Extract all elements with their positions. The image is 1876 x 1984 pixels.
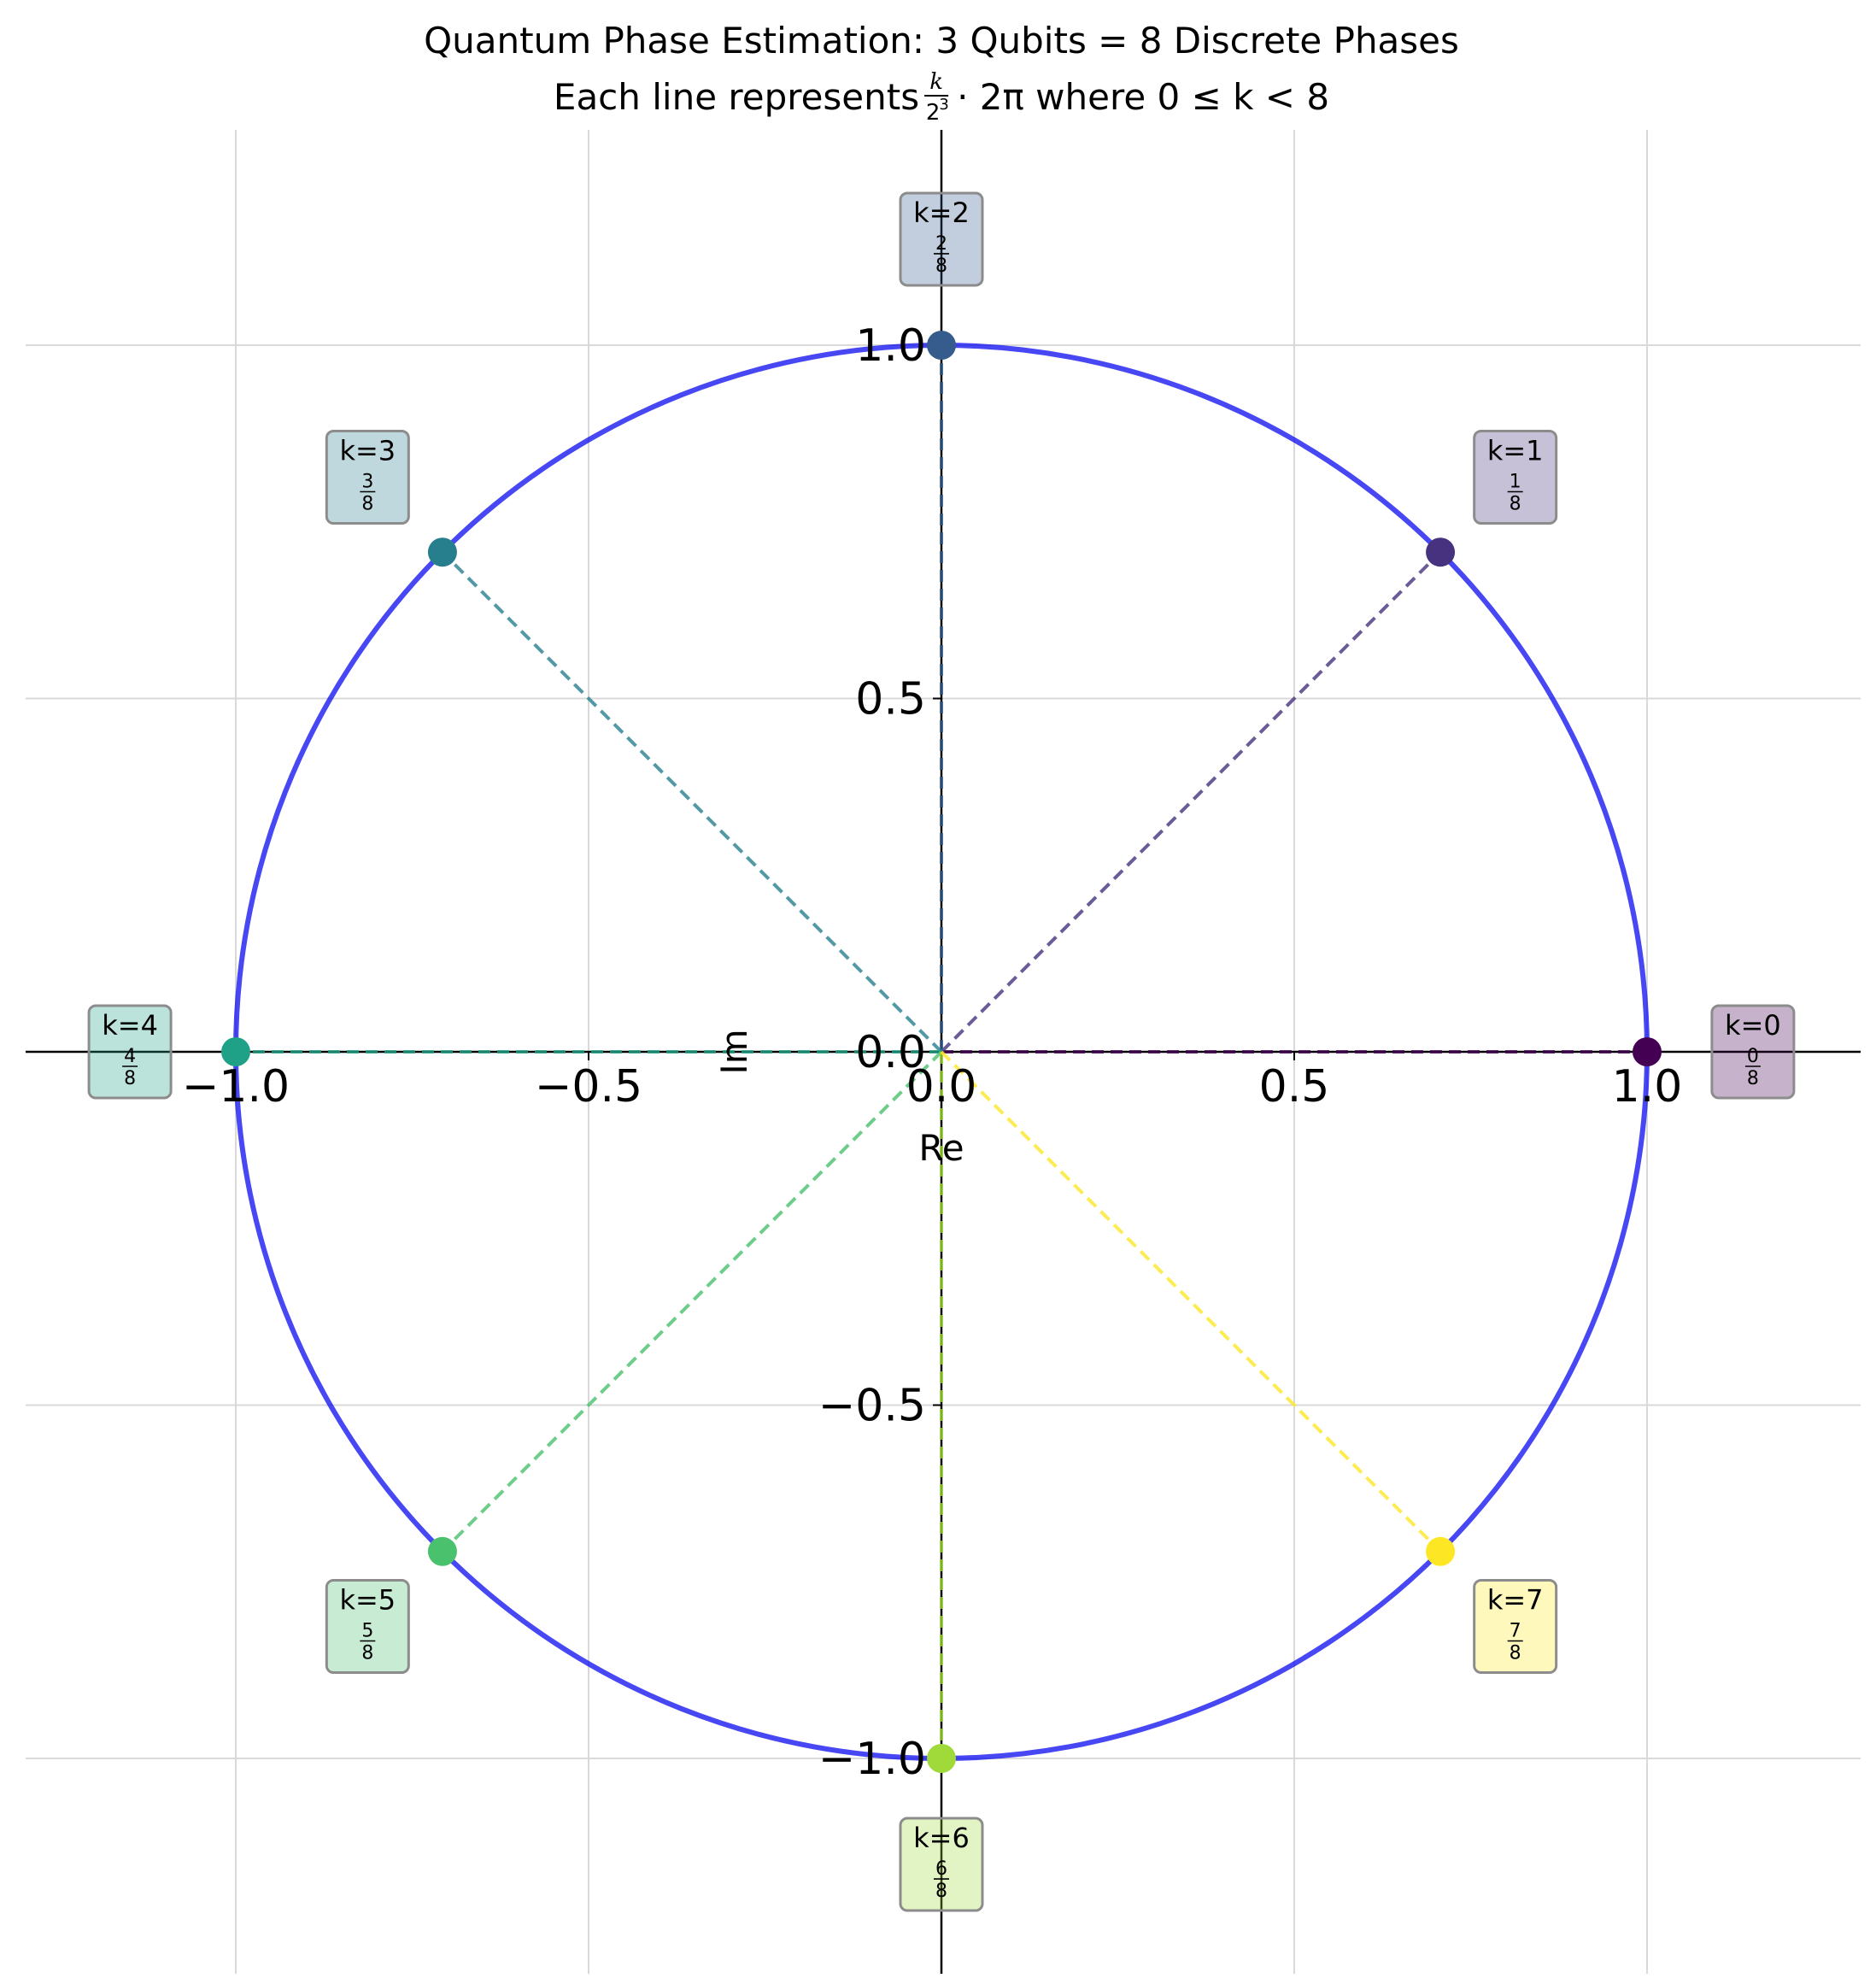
subtitle-fraction: k 2 3 · 2π where 0 ≤ k < 8: [924, 69, 1329, 126]
phase-label-den-k7: 8: [1510, 1642, 1521, 1664]
phase-line-k5: [441, 1050, 943, 1553]
subtitle-frac-numerator: k: [929, 69, 943, 95]
phase-label-k7: k=7 78: [1473, 1578, 1558, 1674]
phase-label-den-k2: 8: [935, 255, 947, 277]
phase-label-k1: k=1 18: [1473, 430, 1558, 525]
y-axis-label: Im: [713, 1029, 755, 1074]
subtitle-frac-denominator: 2: [926, 100, 941, 126]
y-tick-label-2: 0.0: [855, 1027, 926, 1078]
phase-label-k-text-k4: k=4: [102, 1009, 158, 1042]
phase-label-num-k3: 3: [361, 472, 373, 493]
phase-point-k6: [927, 1744, 956, 1773]
x-tick-label-4: 1.0: [1612, 1061, 1683, 1112]
phase-label-den-k6: 8: [935, 1881, 947, 1902]
phase-label-den-k3: 8: [361, 494, 373, 515]
phase-label-num-k6: 6: [935, 1858, 947, 1880]
x-tick-label-1: −0.5: [535, 1061, 642, 1112]
phase-point-k3: [427, 537, 457, 567]
y-tick-label-3: 0.5: [855, 674, 926, 725]
phase-label-k-text-k6: k=6: [913, 1822, 970, 1854]
y-tick-label-4: 1.0: [855, 320, 926, 372]
phase-label-box-k3: [325, 430, 410, 525]
phase-point-k7: [1426, 1536, 1456, 1566]
phase-line-k1: [940, 550, 1442, 1054]
phase-label-k2: k=2 28: [899, 191, 984, 287]
phase-label-box-k5: [325, 1578, 410, 1674]
phase-label-k3: k=3 38: [325, 430, 410, 525]
phase-point-k4: [221, 1037, 250, 1066]
phase-label-k-text-k3: k=3: [339, 435, 396, 467]
phase-point-k0: [1633, 1037, 1662, 1066]
x-tick-label-3: 0.5: [1259, 1061, 1330, 1112]
phase-label-box-k4: [87, 1004, 173, 1100]
tick-labels: −1.0 −0.5 0.0 0.5 1.0 −1.0 −0.5 0.0 0.5 1.0: [182, 320, 1682, 1785]
phase-label-num-k4: 4: [124, 1046, 136, 1067]
phase-label-k-text-k2: k=2: [913, 197, 970, 229]
phase-label-k0: k=0 08: [1710, 1004, 1796, 1100]
phase-label-num-k7: 7: [1510, 1620, 1521, 1641]
phase-label-box-k0: [1710, 1004, 1796, 1100]
phase-label-num-k1: 1: [1510, 472, 1521, 493]
x-axis-label: Re: [918, 1127, 964, 1169]
y-tick-label-1: −0.5: [818, 1381, 926, 1432]
phase-label-k6: k=6 68: [899, 1817, 984, 1912]
phase-label-box-k6: [899, 1817, 984, 1912]
phase-label-num-k5: 5: [361, 1620, 373, 1641]
chart-subtitle: Each line represents: [554, 76, 919, 118]
subtitle-prefix: Each line represents: [554, 76, 919, 118]
phase-label-box-k2: [899, 191, 984, 287]
phase-label-den-k0: 8: [1747, 1068, 1759, 1089]
phase-point-k1: [1426, 537, 1456, 567]
phase-line-k7: [940, 1050, 1442, 1553]
x-tick-label-2: 0.0: [906, 1061, 977, 1112]
phase-label-k-text-k0: k=0: [1725, 1009, 1781, 1042]
phase-lines: [236, 345, 1647, 1758]
phase-line-k3: [441, 550, 943, 1054]
subtitle-frac-exponent: 3: [939, 96, 948, 114]
phase-label-k4: k=4 48: [87, 1004, 173, 1100]
phase-label-num-k2: 2: [935, 233, 947, 255]
phase-label-num-k0: 0: [1747, 1046, 1759, 1067]
phase-point-k5: [427, 1536, 457, 1566]
chart-title: Quantum Phase Estimation: 3 Qubits = 8 D…: [424, 20, 1459, 62]
phase-label-box-k1: [1473, 430, 1558, 525]
phase-points: [221, 331, 1662, 1773]
x-tick-label-0: −1.0: [182, 1061, 290, 1112]
y-tick-label-0: −1.0: [818, 1734, 926, 1785]
phase-label-den-k1: 8: [1510, 494, 1521, 515]
phase-label-box-k7: [1473, 1578, 1558, 1674]
subtitle-rest: · 2π where 0 ≤ k < 8: [957, 76, 1329, 118]
phase-label-k-text-k1: k=1: [1487, 435, 1544, 467]
phase-label-k-text-k5: k=5: [339, 1583, 396, 1616]
phase-label-den-k4: 8: [124, 1068, 136, 1089]
phase-point-k2: [927, 331, 956, 360]
phase-label-den-k5: 8: [361, 1642, 373, 1664]
phase-label-k-text-k7: k=7: [1487, 1583, 1544, 1616]
phase-label-k5: k=5 58: [325, 1578, 410, 1674]
